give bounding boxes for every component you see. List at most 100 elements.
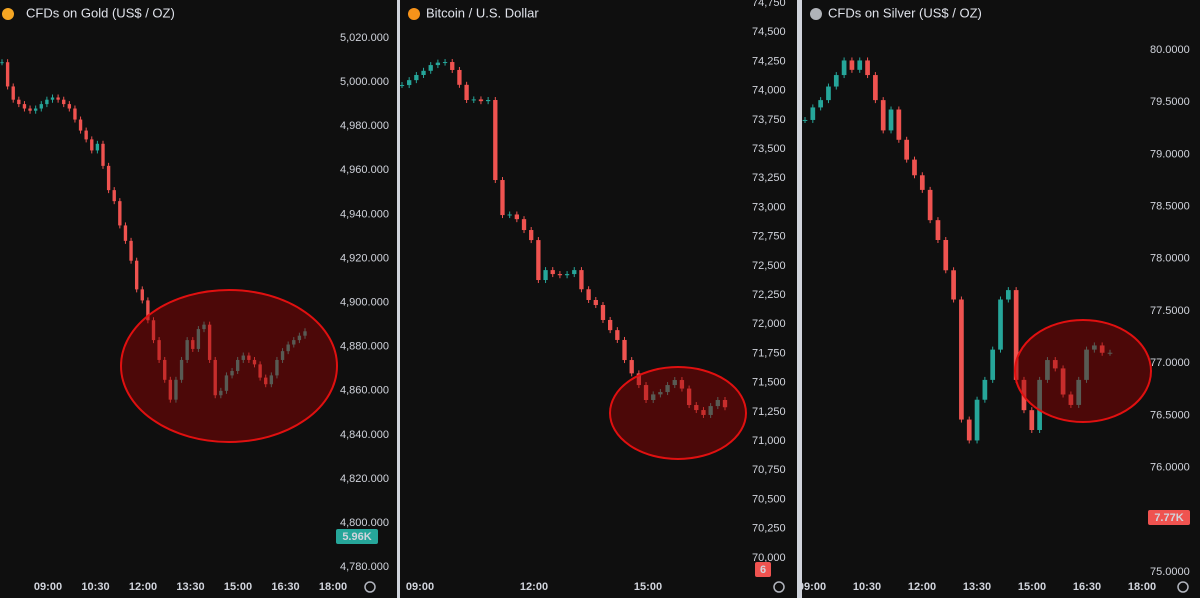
candle bbox=[407, 80, 412, 86]
x-tick-label: 16:30 bbox=[271, 581, 299, 593]
candle bbox=[191, 340, 195, 349]
panel: CFDs on Silver (US$ / OZ) 80.0000 79.5000 7… bbox=[802, 5, 1200, 598]
y-tick-label: 79.0000 bbox=[1150, 148, 1190, 160]
candle bbox=[1045, 360, 1050, 380]
candle bbox=[543, 270, 548, 281]
y-tick-label: 4,880.000 bbox=[340, 341, 389, 353]
candle bbox=[224, 375, 229, 391]
candle bbox=[651, 394, 656, 400]
candle bbox=[643, 385, 649, 400]
candle bbox=[1029, 410, 1035, 430]
candle bbox=[297, 335, 302, 341]
y-tick-label: 73,750 bbox=[752, 114, 786, 126]
candle bbox=[888, 109, 894, 131]
candle bbox=[134, 260, 139, 290]
x-tick-label: 16:30 bbox=[1073, 581, 1101, 593]
candle bbox=[400, 85, 405, 87]
candle bbox=[179, 359, 184, 380]
candle bbox=[521, 219, 527, 231]
candle bbox=[112, 190, 116, 202]
candle bbox=[708, 406, 713, 415]
candle bbox=[129, 240, 133, 261]
candle bbox=[1092, 345, 1097, 350]
candle bbox=[564, 274, 570, 276]
candle bbox=[927, 189, 933, 221]
candle bbox=[28, 108, 32, 111]
y-tick-label: 4,800.000 bbox=[340, 517, 389, 529]
candle bbox=[1060, 368, 1066, 395]
candle bbox=[959, 299, 964, 420]
candle bbox=[457, 69, 462, 85]
candle bbox=[39, 104, 43, 109]
y-tick-label: 4,900.000 bbox=[340, 297, 389, 309]
candle bbox=[471, 99, 476, 101]
candle bbox=[292, 340, 296, 345]
candle bbox=[1013, 290, 1019, 380]
time-axis bbox=[0, 577, 397, 598]
candle bbox=[421, 70, 426, 75]
candle bbox=[833, 75, 839, 87]
candle bbox=[241, 355, 245, 360]
candle bbox=[247, 355, 251, 360]
candle bbox=[168, 379, 173, 400]
candle bbox=[303, 331, 307, 336]
y-tick-label: 71,750 bbox=[752, 347, 786, 359]
settings-icon bbox=[1177, 581, 1189, 593]
candle bbox=[157, 340, 161, 360]
y-tick-label: 79.5000 bbox=[1150, 96, 1190, 108]
candle bbox=[442, 62, 448, 64]
y-tick-label: 71,500 bbox=[752, 377, 786, 389]
highlight-ellipse bbox=[120, 289, 338, 443]
candle bbox=[974, 399, 980, 441]
candle bbox=[593, 300, 598, 306]
candle bbox=[252, 359, 257, 365]
y-tick-label: 72,250 bbox=[752, 289, 786, 301]
y-tick-label: 77.0000 bbox=[1150, 357, 1190, 369]
candle bbox=[873, 75, 878, 101]
candle bbox=[140, 289, 144, 301]
candle bbox=[84, 130, 88, 140]
candle bbox=[679, 380, 685, 389]
symbol-icon bbox=[408, 8, 420, 20]
y-tick-label: 4,780.000 bbox=[340, 561, 389, 573]
candle bbox=[579, 270, 584, 290]
y-tick-label: 80.0000 bbox=[1150, 44, 1190, 56]
candle bbox=[802, 119, 808, 121]
candle bbox=[67, 104, 72, 109]
y-tick-label: 70,250 bbox=[752, 523, 786, 535]
volume-label: 6 bbox=[760, 564, 766, 576]
candle bbox=[123, 225, 128, 241]
y-tick-label: 74,000 bbox=[752, 85, 786, 97]
volume-tag bbox=[1148, 510, 1190, 525]
y-tick-label: 4,960.000 bbox=[340, 164, 389, 176]
candle bbox=[943, 240, 949, 271]
y-tick-label: 78.0000 bbox=[1150, 253, 1190, 265]
x-tick-label: 09:00 bbox=[34, 581, 62, 593]
candle bbox=[629, 360, 634, 374]
candle bbox=[118, 201, 122, 226]
candle bbox=[990, 349, 996, 380]
candle bbox=[95, 143, 100, 151]
candle bbox=[536, 240, 541, 281]
candle bbox=[966, 419, 972, 441]
candle bbox=[715, 400, 720, 407]
candle bbox=[951, 270, 956, 300]
candle bbox=[286, 344, 290, 352]
candle bbox=[1099, 345, 1105, 353]
highlight-ellipse bbox=[609, 366, 747, 460]
candle bbox=[258, 364, 262, 378]
candle bbox=[507, 214, 512, 216]
candle bbox=[912, 159, 917, 176]
y-tick-label: 4,980.000 bbox=[340, 120, 389, 132]
y-tick-label: 74,500 bbox=[752, 26, 786, 38]
candle bbox=[818, 100, 823, 108]
candle bbox=[982, 379, 988, 400]
y-tick-label: 74,250 bbox=[752, 55, 786, 67]
volume-label: 5.96K bbox=[342, 531, 371, 543]
settings-icon bbox=[364, 581, 376, 593]
y-tick-label: 73,250 bbox=[752, 172, 786, 184]
x-tick-label: 12:00 bbox=[520, 581, 548, 593]
y-tick-label: 70,500 bbox=[752, 493, 786, 505]
candle bbox=[919, 175, 925, 190]
